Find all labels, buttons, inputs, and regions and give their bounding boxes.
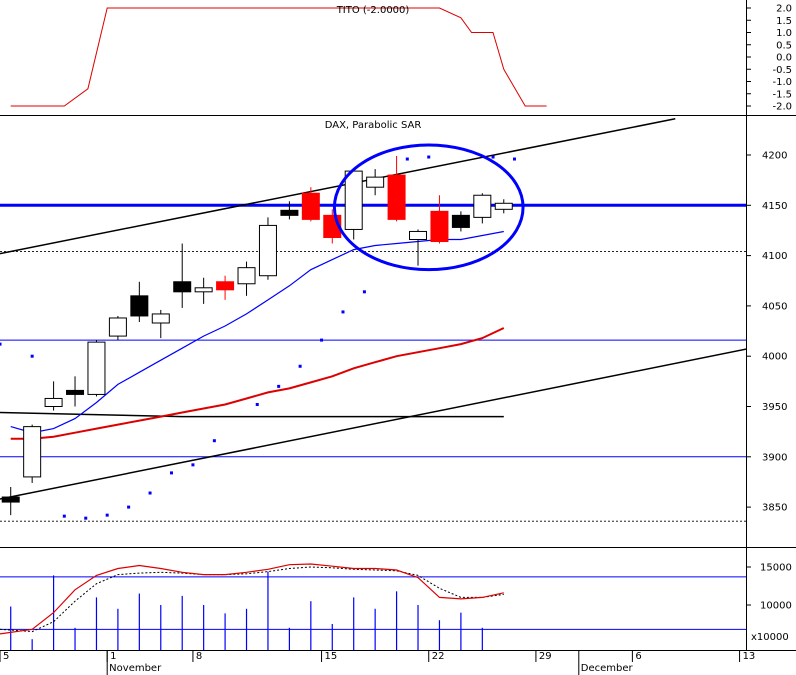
stochastic-panel: 15000 10000 <box>0 563 792 650</box>
tito-tick-label: 0.5 <box>776 40 792 51</box>
candle-body <box>451 214 470 228</box>
x-tick-label: 5 <box>3 651 9 662</box>
candle-body <box>130 295 149 317</box>
tito-tick-label: -1.5 <box>772 89 792 100</box>
price-tick-label: 4200 <box>762 151 787 162</box>
sar-dot <box>512 157 516 161</box>
slow-moving-average <box>10 327 505 440</box>
sar-dot <box>84 516 88 520</box>
stoch-tick-label: 10000 <box>760 601 792 612</box>
trend-line <box>0 348 746 500</box>
price-tick-label: 4100 <box>762 251 787 262</box>
price-tick-label: 3900 <box>762 452 787 463</box>
panel-frames <box>0 0 796 651</box>
tito-tick-label: 1.5 <box>776 16 792 27</box>
price-tick-label: 4050 <box>762 301 787 312</box>
tito-title: TITO (-2.0000) <box>336 5 410 16</box>
sar-dot <box>341 310 345 314</box>
sar-dot <box>491 155 495 159</box>
stoch-k-line <box>0 563 504 635</box>
candle-body <box>366 176 385 188</box>
stoch-scale-label: x10000 <box>751 632 789 643</box>
tito-tick-label: 0.0 <box>776 53 792 64</box>
x-tick-label: 8 <box>196 651 202 662</box>
candle-body <box>216 281 235 291</box>
sar-dot <box>212 439 216 443</box>
sar-dot <box>277 384 281 388</box>
sar-dot <box>169 471 173 475</box>
candle-body <box>66 389 85 395</box>
candle-body <box>280 209 299 216</box>
candle-body <box>409 230 428 241</box>
sar-dot <box>191 463 195 467</box>
x-tick-label: 22 <box>432 651 445 662</box>
candle-body <box>1 496 20 503</box>
stoch-tick-label: 15000 <box>760 563 792 574</box>
candle-body <box>194 287 213 293</box>
price-tick-label: 4000 <box>762 352 787 363</box>
fast-moving-average <box>10 230 504 434</box>
candle-body <box>173 281 192 293</box>
month-label: December <box>581 663 634 674</box>
sar-dot <box>0 342 2 346</box>
sar-dot <box>362 290 366 294</box>
candle-body <box>494 202 513 210</box>
tito-tick-label: -1.0 <box>772 77 792 88</box>
sar-dot <box>320 338 324 342</box>
price-tick-label: 3850 <box>762 503 787 514</box>
candle-body <box>44 397 63 407</box>
sar-dot <box>298 364 302 368</box>
price-tick-label: 3950 <box>762 402 787 413</box>
candle-body <box>258 224 277 277</box>
tito-tick-label: -0.5 <box>772 65 792 76</box>
x-axis: 5 1 8 15 22 29 6 13 November December <box>0 650 755 675</box>
tito-tick-label: 2.0 <box>776 4 792 15</box>
x-tick-label: 1 <box>110 651 116 662</box>
x-tick-label: 13 <box>743 651 756 662</box>
x-tick-label: 15 <box>325 651 338 662</box>
candle-body <box>23 426 42 478</box>
month-label: November <box>109 663 162 674</box>
sar-dot <box>255 402 259 406</box>
candle-body <box>301 192 320 220</box>
sar-dot <box>105 513 109 517</box>
candle-body <box>151 313 170 324</box>
x-tick-label: 6 <box>635 651 641 662</box>
sar-dot <box>148 491 152 495</box>
sar-dot <box>405 157 409 161</box>
candle-body <box>87 341 106 395</box>
trend-line <box>0 118 676 255</box>
sar-dot <box>62 514 66 518</box>
price-panel: 4200 4150 4100 4050 4000 3950 3900 3850 <box>0 118 787 522</box>
candle-body <box>344 170 363 230</box>
candle-body <box>108 317 127 337</box>
candle-body <box>387 174 406 220</box>
candle-body <box>473 194 492 218</box>
price-title: DAX, Parabolic SAR <box>325 120 422 131</box>
candle-body <box>430 210 449 243</box>
x-tick-label: 29 <box>539 651 552 662</box>
highlight-ellipse <box>332 143 525 272</box>
sar-dot <box>127 505 131 509</box>
tito-panel: 2.01.51.00.5 0.0-0.5-1.0-1.5 -2.0 <box>10 4 792 113</box>
sar-dot <box>30 354 34 358</box>
tito-tick-label: -2.0 <box>772 102 792 113</box>
price-plot-area <box>0 118 746 522</box>
stoch-d-line <box>0 566 504 633</box>
tito-tick-label: 1.0 <box>776 28 792 39</box>
tito-line <box>10 7 547 107</box>
candle-body <box>237 267 256 285</box>
price-tick-label: 4150 <box>762 201 787 212</box>
black-average-line <box>0 411 504 418</box>
sar-dot <box>427 155 431 159</box>
